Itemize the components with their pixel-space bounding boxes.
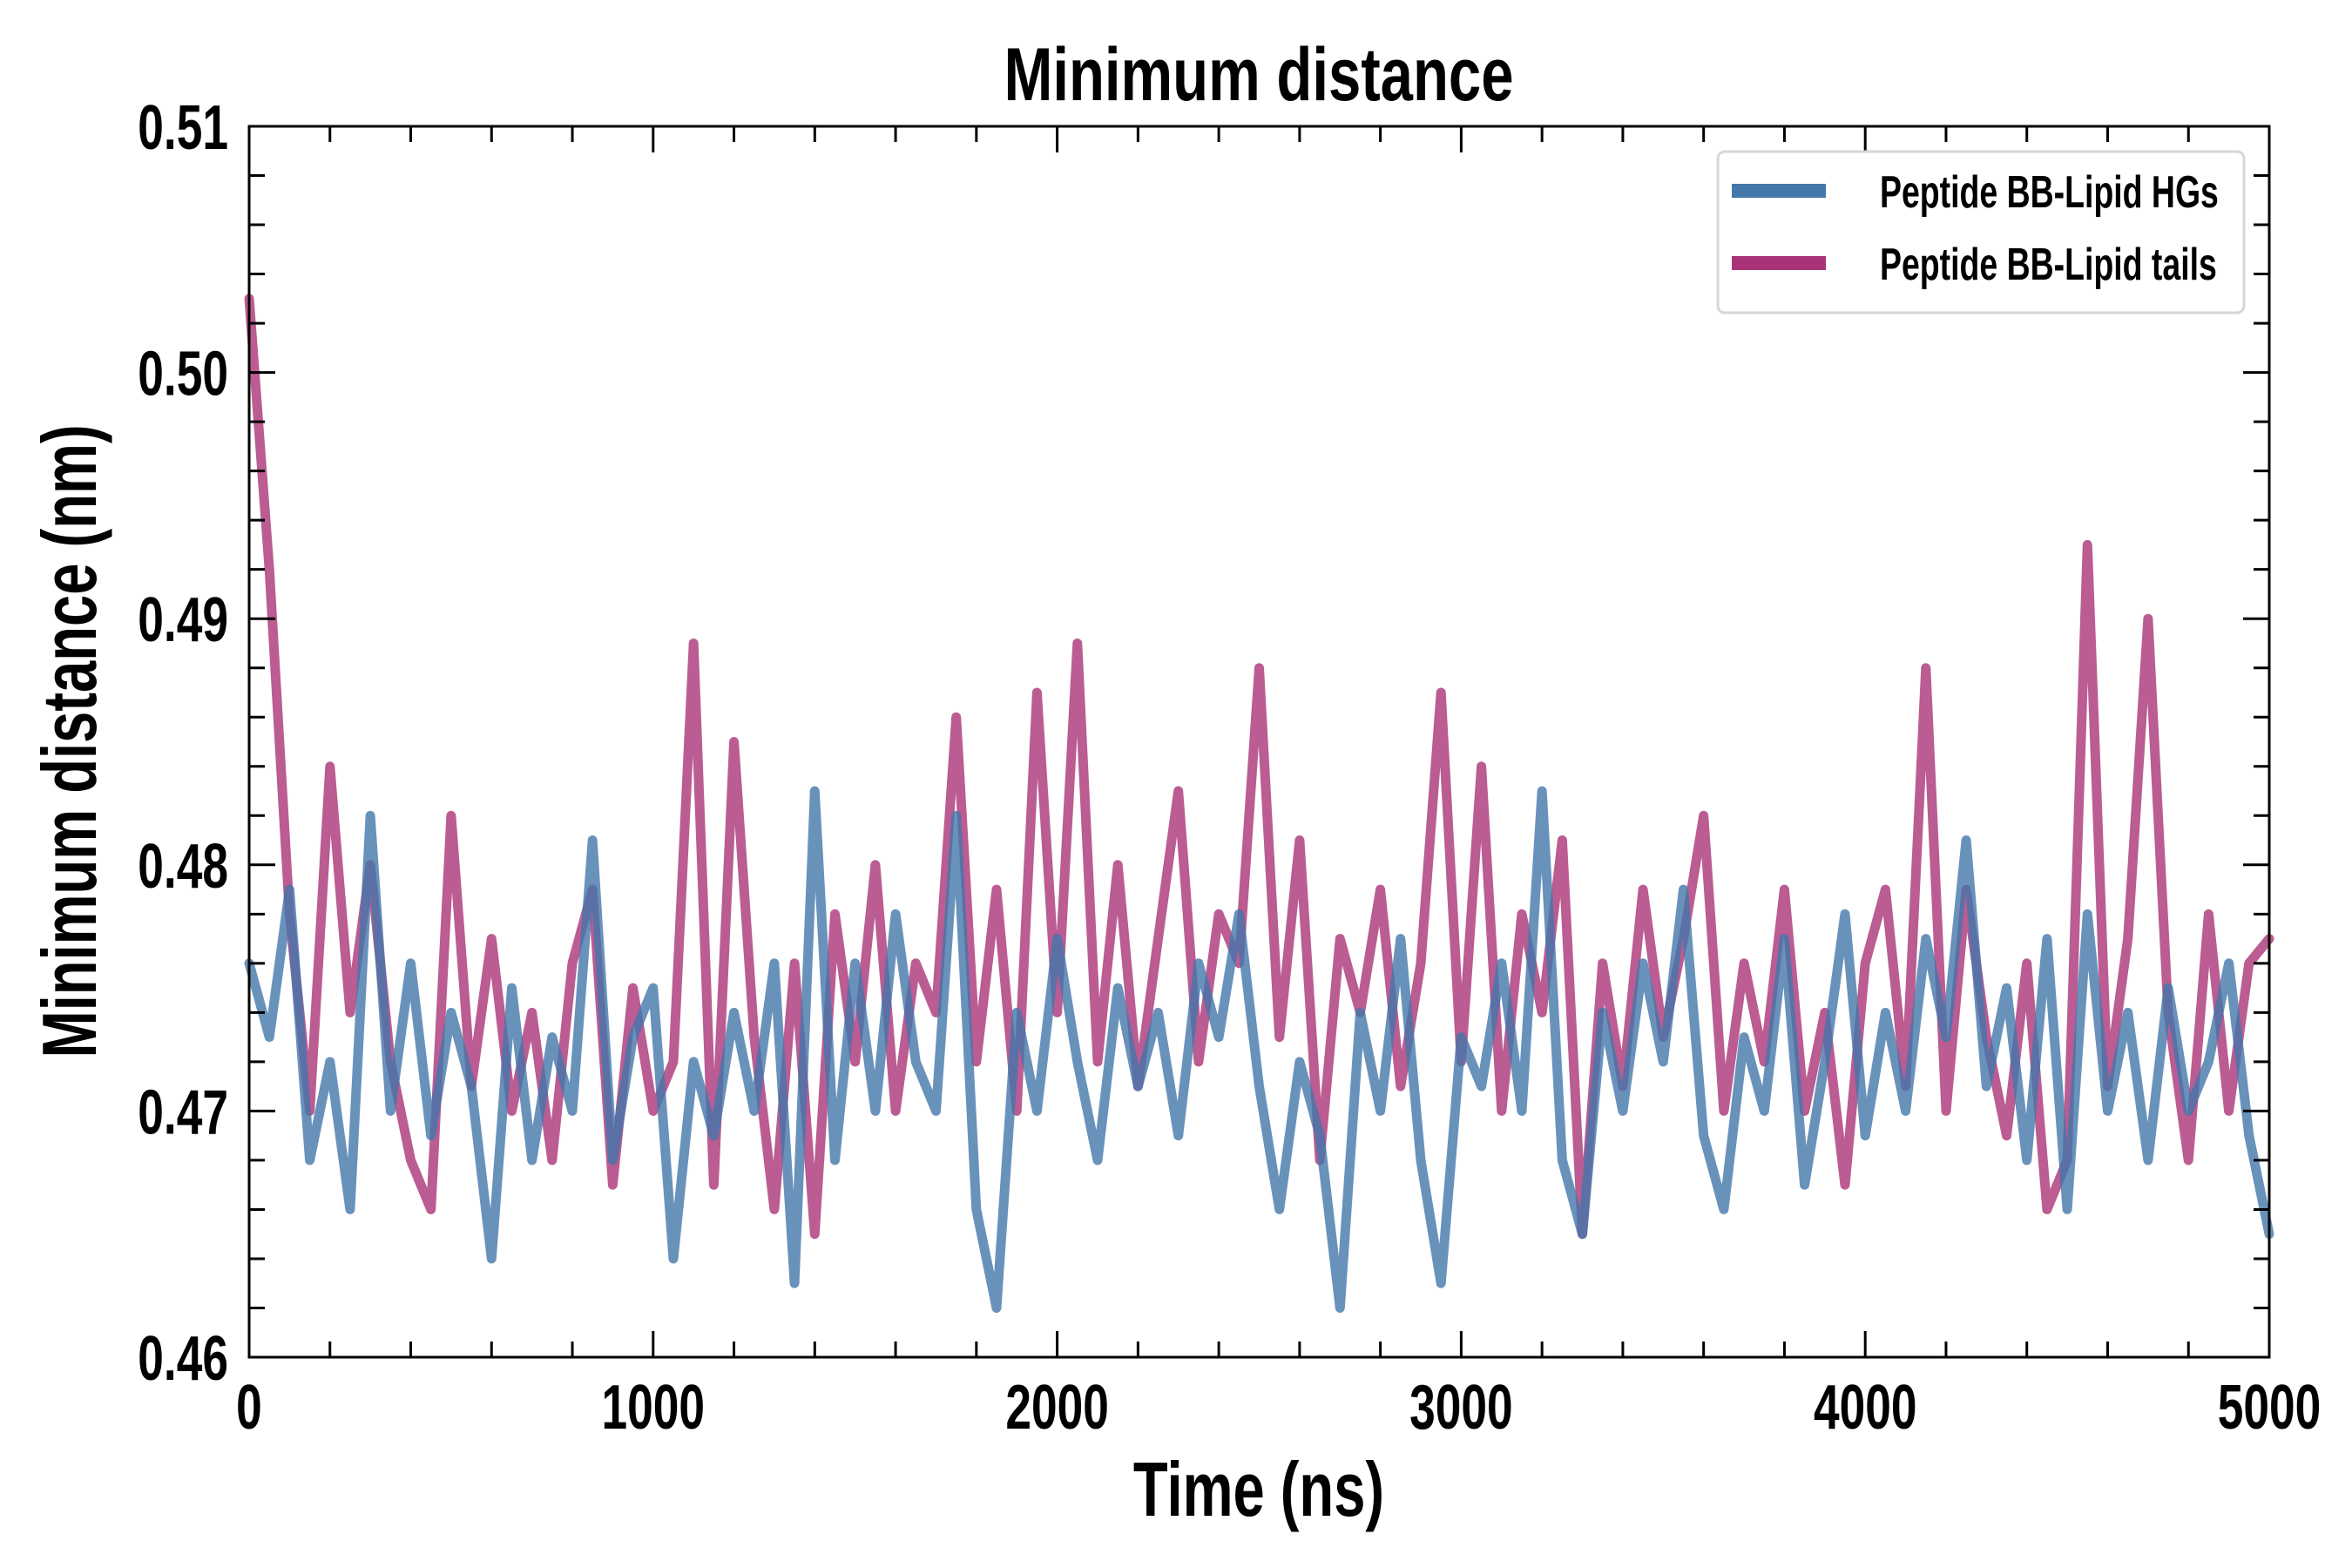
chart-title: Minimum distance [1004,33,1513,117]
x-tick-label: 3000 [1409,1373,1513,1443]
x-tick-label: 0 [236,1373,262,1443]
x-tick-label: 4000 [1814,1373,1917,1443]
y-tick-label: 0.46 [138,1324,228,1394]
series-line-lipid-hgs [244,786,2274,1313]
x-axis-label: Time (ns) [1133,1448,1384,1533]
series-layer [244,294,2274,1313]
x-tick-label: 2000 [1005,1373,1109,1443]
x-tick-label: 5000 [2218,1373,2322,1443]
y-axis-label: Minimum distance (nm) [28,424,113,1058]
y-tick-label: 0.49 [138,586,228,656]
legend: Peptide BB-Lipid HGs Peptide BB-Lipid ta… [1716,150,2246,314]
legend-label-hgs: Peptide BB-Lipid HGs [1880,166,2219,218]
legend-box [1716,150,2246,314]
ticks-layer: 0 1000 2000 3000 4000 5000 0.46 0.47 0.48 0.49 0.5… [138,93,2321,1443]
y-tick-label: 0.47 [138,1078,228,1148]
y-tick-label: 0.51 [138,93,228,163]
legend-label-tails: Peptide BB-Lipid tails [1880,239,2217,290]
x-tick-label: 1000 [602,1373,706,1443]
plot-frame [247,125,2271,1359]
y-tick-label: 0.50 [138,340,228,409]
y-tick-label: 0.48 [138,832,228,902]
